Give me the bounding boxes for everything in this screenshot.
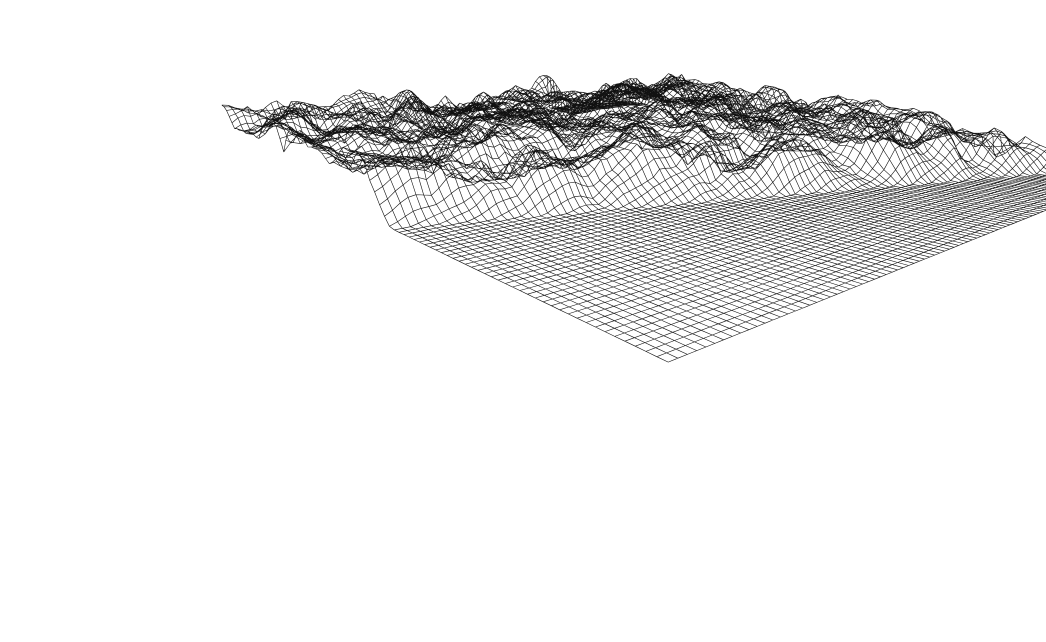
wireframe-terrain	[0, 0, 1046, 642]
page: (() => { const data = JSON.parse(documen…	[0, 0, 1046, 642]
background	[0, 0, 1046, 642]
